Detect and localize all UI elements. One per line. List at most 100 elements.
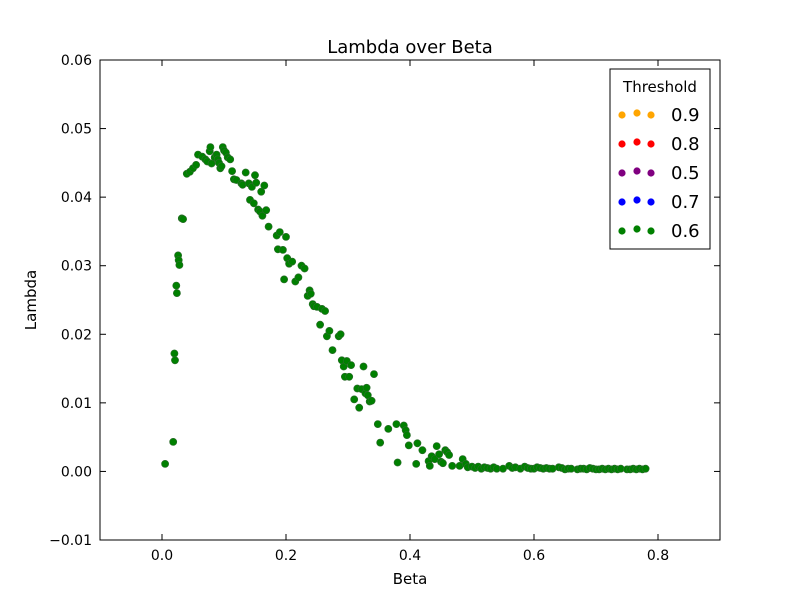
y-tick-label: 0.04 <box>61 190 92 206</box>
legend-box <box>609 68 711 250</box>
scatter-point <box>172 289 181 297</box>
scatter-point <box>192 160 200 169</box>
y-axis-ticks: −0.01 0.00 0.01 0.02 0.03 0.04 0.05 0.06 <box>49 53 720 549</box>
legend-entry-label: 0.8 <box>671 134 700 155</box>
y-tick-label: 0.06 <box>61 53 92 69</box>
scatter-point <box>373 420 382 428</box>
scatter-point <box>228 167 236 175</box>
scatter-point <box>282 232 290 241</box>
y-tick-label: −0.01 <box>49 533 92 549</box>
scatter-point <box>264 222 273 231</box>
legend-marker <box>647 140 655 148</box>
legend-marker <box>633 109 641 117</box>
scatter-point <box>262 206 271 215</box>
scatter-point <box>217 162 226 171</box>
x-tick-label: 0.2 <box>275 548 297 564</box>
scatter-point <box>300 264 309 273</box>
scatter-point <box>359 362 368 371</box>
scatter-point <box>402 431 411 439</box>
x-tick-label: 0.4 <box>399 548 421 564</box>
x-axis-ticks: 0.0 0.2 0.4 0.6 0.8 <box>151 60 669 564</box>
scatter-point <box>170 349 179 358</box>
scatter-point <box>161 459 169 468</box>
legend-entry-label: 0.9 <box>671 105 700 126</box>
scatter-point <box>350 395 359 404</box>
scatter-point <box>175 261 184 269</box>
legend-entry-label: 0.6 <box>671 221 700 242</box>
scatter-point <box>412 459 421 468</box>
scatter-point <box>241 168 250 177</box>
scatter-point <box>418 446 427 455</box>
scatter-point <box>278 245 287 254</box>
legend-marker <box>647 111 655 119</box>
scatter-point <box>321 307 329 315</box>
y-axis-label: Lambda <box>22 270 40 330</box>
legend-marker <box>618 169 626 177</box>
legend-marker <box>647 169 655 177</box>
scatter-point <box>206 143 215 151</box>
scatter-point <box>445 451 453 459</box>
x-tick-label: 0.8 <box>647 548 669 564</box>
scatter-point <box>641 464 650 473</box>
chart-title: Lambda over Beta <box>327 37 493 58</box>
scatter-point <box>404 441 413 450</box>
y-tick-label: 0.03 <box>61 259 92 275</box>
scatter-point <box>425 461 434 470</box>
scatter-point <box>393 458 402 467</box>
y-tick-label: 0.02 <box>61 327 92 343</box>
scatter-point <box>258 211 267 220</box>
scatter-point <box>288 257 297 266</box>
scatter-point <box>438 459 447 468</box>
scatter-point <box>249 199 258 208</box>
scatter-point <box>370 370 378 378</box>
legend-marker <box>618 140 626 148</box>
scatter-point <box>448 461 457 470</box>
legend-marker <box>647 227 655 235</box>
y-tick-label: 0.05 <box>61 122 92 138</box>
scatter-point <box>376 438 385 447</box>
scatter-point <box>169 437 178 446</box>
scatter-point <box>251 171 259 180</box>
data-points <box>161 143 650 474</box>
scatter-point <box>413 439 422 448</box>
scatter-point <box>435 450 443 459</box>
scatter-point <box>306 289 315 298</box>
x-tick-label: 0.0 <box>151 548 173 564</box>
scatter-point <box>384 424 393 433</box>
legend-marker <box>618 111 626 119</box>
scatter-point <box>226 155 235 164</box>
legend-entry-label: 0.5 <box>671 163 700 184</box>
scatter-point <box>392 420 401 428</box>
scatter-point <box>294 273 303 282</box>
scatter-point <box>325 326 334 335</box>
scatter-point <box>316 320 324 329</box>
scatter-point <box>257 187 266 196</box>
legend-entry-label: 0.7 <box>671 192 700 213</box>
legend-marker <box>633 225 641 233</box>
legend-marker <box>633 138 641 146</box>
scatter-point <box>260 181 269 190</box>
legend-marker <box>618 198 626 206</box>
scatter-point <box>328 346 337 354</box>
scatter-point <box>179 215 187 223</box>
scatter-point <box>347 361 355 369</box>
scatter-point <box>367 396 376 405</box>
legend-marker <box>633 167 641 175</box>
scatter-point <box>345 372 354 381</box>
y-tick-label: 0.01 <box>61 396 92 412</box>
scatter-point <box>275 228 284 236</box>
legend-title: Threshold <box>622 78 697 96</box>
scatter-point <box>432 442 441 450</box>
legend-marker <box>647 198 655 206</box>
x-axis-label: Beta <box>393 570 428 588</box>
legend-entries: 0.9 0.8 0.5 0.7 0.6 <box>618 105 700 242</box>
scatter-point <box>252 178 261 187</box>
scatter-point <box>362 383 371 392</box>
scatter-point <box>355 403 364 412</box>
legend: Threshold 0.9 0.8 0.5 0.7 0.6 <box>609 68 711 250</box>
legend-marker <box>633 196 641 204</box>
legend-marker <box>618 227 626 235</box>
scatter-point <box>171 356 179 365</box>
y-tick-label: 0.00 <box>61 464 92 480</box>
